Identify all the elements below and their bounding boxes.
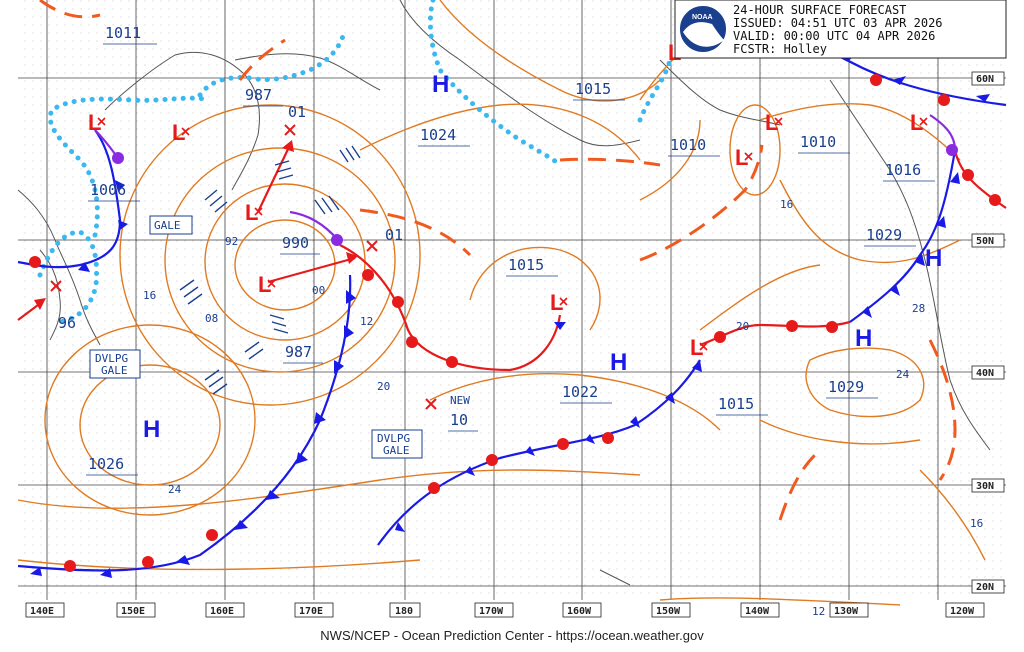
isobar-value-labels: 92 00 08 16 12 20 24 16 28 24 16 12 xyxy=(143,198,983,618)
pressure-label: 1015 xyxy=(575,80,611,98)
pressure-label: 1024 xyxy=(420,126,456,144)
pressure-label: 01 xyxy=(385,226,403,244)
high-symbol: H xyxy=(432,71,449,98)
pressure-label: 1016 xyxy=(885,161,921,179)
troughs xyxy=(39,0,957,521)
pressure-label: NEW xyxy=(450,394,470,407)
lon-label: 120W xyxy=(950,606,975,617)
high-symbol: H xyxy=(855,325,872,352)
isobar-value: 00 xyxy=(312,284,325,297)
track-arrowheads xyxy=(34,140,358,310)
pressure-label: 987 xyxy=(285,343,312,361)
isobar-value: 08 xyxy=(205,312,218,325)
pressure-label: 987 xyxy=(245,86,272,104)
graticule xyxy=(18,0,1006,600)
developing-warning: DVLPG xyxy=(95,352,128,365)
isobar-value: 16 xyxy=(780,198,793,211)
isobar-value: 16 xyxy=(970,517,983,530)
map-area xyxy=(18,0,1006,600)
warning-labels: GALE DVLPG GALE DVLPG GALE xyxy=(89,215,423,459)
pressure-centers: H H H H H L L L L L L L L L L xyxy=(88,40,942,443)
gale-warning: GALE xyxy=(101,364,128,377)
noaa-logo-text: NOAA xyxy=(692,14,713,21)
lon-label: 140W xyxy=(745,606,770,617)
ridge-axes xyxy=(37,0,673,325)
pressure-label: 1026 xyxy=(88,455,124,473)
wind-barbs xyxy=(179,145,361,395)
pressure-label: 01 xyxy=(288,103,306,121)
isobar-value: 16 xyxy=(143,289,156,302)
pressure-label: 1011 xyxy=(105,24,141,42)
low-symbol: L xyxy=(735,145,748,170)
pressure-label: 1015 xyxy=(718,395,754,413)
lat-label: 50N xyxy=(976,236,994,247)
latitude-labels: 60N 50N 40N 30N 20N xyxy=(971,71,1005,594)
high-symbol: H xyxy=(610,349,627,376)
forecast-header: NOAA 24-HOUR SURFACE FORECAST ISSUED: 04… xyxy=(674,0,1007,59)
svg-text:20: 20 xyxy=(736,320,749,333)
low-symbol: L xyxy=(258,272,271,297)
developing-warning: DVLPG xyxy=(377,432,410,445)
low-symbol: L xyxy=(550,290,563,315)
lon-label: 160E xyxy=(210,606,234,617)
pressure-label: 1015 xyxy=(508,256,544,274)
low-position-marks xyxy=(50,124,437,410)
low-symbol: L xyxy=(172,120,185,145)
front-temp-labels: 20 xyxy=(736,320,749,333)
isobar-value: 12 xyxy=(812,605,825,618)
lon-label: 160W xyxy=(567,606,592,617)
longitude-labels: 140E 150E 160E 170E 180 170W 160W 150W 1… xyxy=(25,602,985,618)
isobar-value: 24 xyxy=(896,368,910,381)
isobar-value: 28 xyxy=(912,302,925,315)
pressure-label: 1029 xyxy=(828,378,864,396)
isobar-value: 20 xyxy=(377,380,390,393)
low-symbol: L xyxy=(765,110,778,135)
lon-label: 130W xyxy=(834,606,859,617)
header-forecaster: FCSTR: Holley xyxy=(733,42,827,56)
low-symbol: L xyxy=(910,110,923,135)
lon-label: 170W xyxy=(479,606,504,617)
high-symbol: H xyxy=(143,416,160,443)
header-issued: ISSUED: 04:51 UTC 03 APR 2026 xyxy=(733,16,943,30)
pressure-label: 1029 xyxy=(866,226,902,244)
pressure-label: 10 xyxy=(450,411,468,429)
footer-credit: NWS/NCEP - Ocean Prediction Center - htt… xyxy=(320,628,704,643)
pressure-label: 96 xyxy=(58,314,76,332)
lat-label: 40N xyxy=(976,368,994,379)
isobar-value: 92 xyxy=(225,235,238,248)
low-symbol: L xyxy=(88,110,101,135)
pressure-labels: 1011 987 01 1024 1015 1010 1010 1016 100… xyxy=(58,24,935,476)
high-symbol: H xyxy=(925,245,942,272)
isobar-value: 24 xyxy=(168,483,182,496)
isobar-value: 12 xyxy=(360,315,373,328)
header-valid: VALID: 00:00 UTC 04 APR 2026 xyxy=(733,29,935,43)
gale-warning: GALE xyxy=(383,444,410,457)
pressure-label: 1010 xyxy=(800,133,836,151)
pressure-label: 1006 xyxy=(90,181,126,199)
header-title: 24-HOUR SURFACE FORECAST xyxy=(733,3,906,17)
lat-label: 20N xyxy=(976,582,994,593)
lon-label: 140E xyxy=(30,606,54,617)
lon-label: 180 xyxy=(395,606,413,617)
lat-label: 30N xyxy=(976,481,994,492)
lon-label: 150E xyxy=(121,606,145,617)
low-symbol: L xyxy=(245,200,258,225)
lon-label: 170E xyxy=(299,606,323,617)
lat-label: 60N xyxy=(976,74,994,85)
lon-label: 150W xyxy=(656,606,681,617)
pressure-label: 1022 xyxy=(562,383,598,401)
low-symbol: L xyxy=(690,335,703,360)
pressure-label: 990 xyxy=(282,234,309,252)
gale-warning: GALE xyxy=(154,219,181,232)
pressure-label: 1010 xyxy=(670,136,706,154)
